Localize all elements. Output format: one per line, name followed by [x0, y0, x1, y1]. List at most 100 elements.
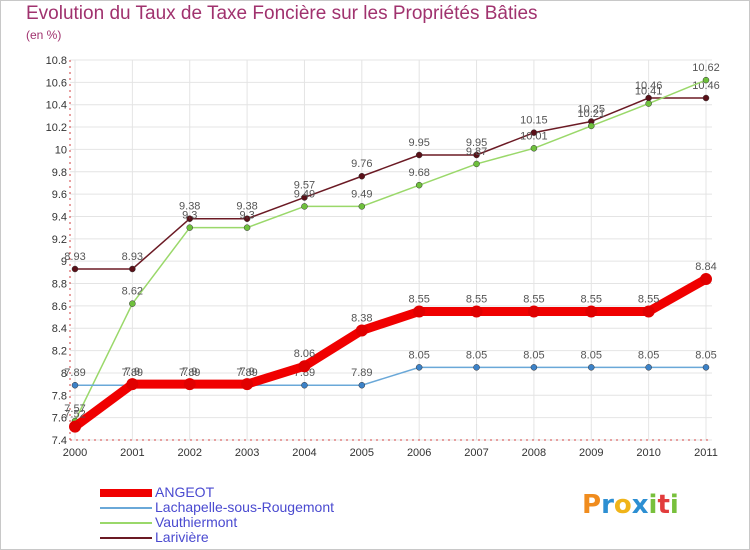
data-label: 10.41	[635, 86, 663, 98]
x-tick-label: 2006	[407, 447, 431, 459]
series-line	[74, 79, 707, 422]
y-tick-label: 9.2	[52, 234, 67, 246]
data-label: 9.95	[408, 137, 429, 149]
data-point	[301, 194, 308, 201]
data-point	[358, 172, 366, 180]
data-point	[473, 151, 480, 159]
y-tick-label: 7.4	[52, 435, 67, 447]
legend-swatch-vauthiermont	[100, 521, 152, 524]
data-label: 8.05	[523, 349, 544, 361]
data-point	[298, 360, 311, 373]
x-tick-label: 2007	[464, 447, 488, 459]
legend-swatch-lariviere	[100, 536, 152, 539]
data-label: 8.05	[638, 349, 659, 361]
data-point	[530, 129, 538, 136]
y-tick-label: 10.2	[46, 122, 67, 134]
data-label: 8.55	[408, 293, 429, 305]
logo-letter: x	[631, 490, 649, 520]
data-point	[470, 305, 483, 318]
y-tick-label: 8.2	[52, 346, 67, 358]
data-label: 9.49	[351, 188, 372, 200]
data-label: 9.68	[408, 167, 429, 179]
y-tick-label: 10.6	[46, 77, 67, 89]
data-point	[69, 420, 81, 433]
chart-legend: ANGEOT Lachapelle-sous-Rougemont Vauthie…	[100, 485, 334, 545]
data-label: 8.62	[122, 286, 143, 298]
data-label: 9.38	[179, 201, 200, 213]
y-tick-label: 10	[55, 144, 67, 156]
data-point	[71, 265, 79, 273]
data-label: 7.89	[179, 367, 200, 379]
data-point	[645, 100, 652, 107]
data-label: 9.49	[294, 188, 315, 200]
chart-unit-label: (en %)	[26, 28, 62, 42]
proxiti-logo: Proxiti	[582, 490, 679, 520]
y-tick-label: 9.6	[52, 189, 67, 201]
data-label: 9.76	[351, 158, 372, 170]
data-point	[186, 224, 193, 231]
data-label: 8.84	[695, 261, 716, 273]
data-label: 10.62	[692, 62, 720, 74]
chart-title: Evolution du Taux de Taxe Foncière sur l…	[26, 3, 538, 24]
legend-swatch-lachapelle	[100, 506, 152, 509]
data-point	[358, 203, 366, 210]
data-label: 8.55	[523, 293, 544, 305]
data-point	[588, 364, 595, 371]
x-tick-label: 2005	[350, 447, 374, 459]
data-label: 7.9	[182, 366, 197, 378]
logo-letter: t	[657, 490, 670, 520]
data-point	[358, 381, 366, 389]
data-point	[527, 305, 540, 318]
data-point	[588, 122, 595, 130]
y-tick-label: 8.4	[52, 323, 67, 335]
data-label: 8.05	[466, 349, 487, 361]
data-label: 7.89	[122, 367, 143, 379]
data-label: 10.25	[578, 103, 606, 115]
data-point	[301, 203, 308, 210]
data-label: 8.93	[122, 251, 143, 263]
series-line	[74, 97, 707, 270]
data-label: 9.38	[236, 201, 257, 213]
data-point	[473, 160, 480, 168]
data-label: 9.95	[466, 137, 487, 149]
x-tick-label: 2001	[120, 447, 144, 459]
data-label: 9.87	[466, 146, 487, 158]
data-point	[642, 305, 655, 318]
data-label: 8.05	[581, 349, 602, 361]
legend-item-angeot: ANGEOT	[100, 485, 334, 500]
data-label: 9.3	[239, 210, 254, 222]
data-point	[413, 305, 426, 318]
y-tick-label: 9.8	[52, 167, 67, 179]
data-point	[415, 364, 423, 371]
data-point	[645, 364, 652, 371]
legend-swatch-angeot	[100, 488, 152, 497]
data-label: 7.52	[64, 409, 85, 421]
data-point	[129, 300, 136, 307]
legend-item-vauthiermont: Vauthiermont	[100, 515, 334, 530]
logo-letter: i	[669, 490, 679, 520]
logo-letter: P	[582, 490, 602, 520]
legend-label-lachapelle: Lachapelle-sous-Rougemont	[155, 499, 334, 515]
data-label: 8.55	[581, 293, 602, 305]
data-label: 8.06	[294, 348, 315, 360]
logo-letter: r	[601, 490, 614, 520]
data-label: 9.57	[294, 179, 315, 191]
x-tick-label: 2000	[63, 447, 87, 459]
data-point	[129, 265, 136, 273]
data-point	[585, 305, 598, 318]
data-point	[702, 364, 710, 371]
data-point	[183, 378, 196, 391]
y-tick-label: 8.8	[52, 279, 67, 291]
data-point	[243, 215, 251, 222]
logo-letter: o	[613, 490, 632, 520]
legend-item-lariviere: Larivière	[100, 530, 334, 545]
data-label: 7.57	[64, 403, 85, 415]
data-point	[126, 378, 139, 391]
data-point	[301, 381, 308, 389]
data-point	[530, 364, 538, 371]
data-label: 10.01	[520, 130, 548, 142]
data-label: 7.89	[236, 367, 257, 379]
data-point	[530, 145, 538, 152]
x-tick-label: 2002	[177, 447, 201, 459]
y-tick-label: 8	[61, 368, 67, 380]
